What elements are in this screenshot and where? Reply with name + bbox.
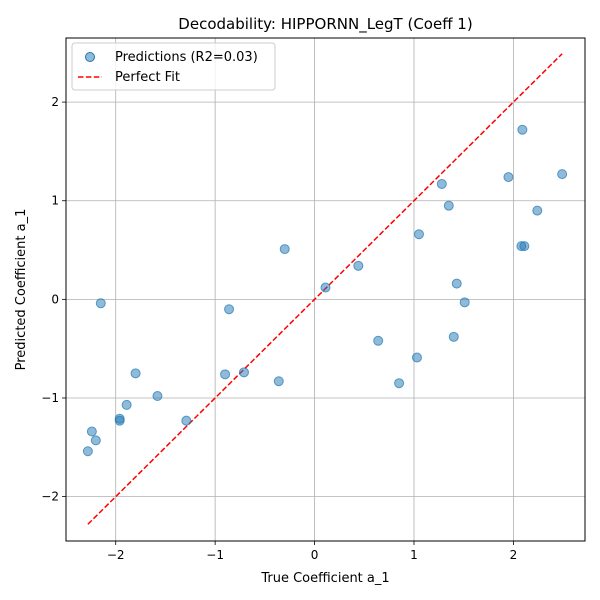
grid-layer bbox=[66, 38, 585, 541]
data-point bbox=[273, 376, 284, 387]
data-point bbox=[436, 178, 447, 189]
ticks-layer: −2 −1 0 1 2 −2 −1 0 1 2 bbox=[41, 95, 517, 562]
data-point bbox=[95, 298, 106, 309]
data-point bbox=[86, 426, 97, 437]
x-tick-label: 0 bbox=[311, 548, 319, 562]
x-tick-label: 1 bbox=[410, 548, 418, 562]
data-point bbox=[557, 169, 568, 180]
chart-title: Decodability: HIPPORNN_LegT (Coeff 1) bbox=[178, 15, 472, 34]
x-axis-label: True Coefficient a_1 bbox=[260, 571, 389, 586]
data-point bbox=[448, 331, 459, 342]
data-points-layer bbox=[82, 124, 568, 457]
data-point bbox=[411, 352, 422, 363]
data-point bbox=[519, 241, 530, 252]
data-point bbox=[532, 205, 543, 216]
y-axis-label: Predicted Coefficient a_1 bbox=[14, 209, 29, 371]
data-point bbox=[459, 297, 470, 308]
data-point bbox=[82, 446, 93, 457]
data-point bbox=[224, 304, 235, 315]
x-tick-label: 2 bbox=[510, 548, 518, 562]
data-point bbox=[503, 172, 514, 183]
data-point bbox=[394, 378, 405, 389]
y-tick-label: 1 bbox=[51, 194, 59, 208]
data-point bbox=[220, 369, 231, 380]
data-point bbox=[353, 260, 364, 271]
data-point bbox=[238, 367, 249, 378]
legend: Predictions (R2=0.03) Perfect Fit bbox=[71, 42, 276, 91]
legend-label-predictions: Predictions (R2=0.03) bbox=[115, 50, 258, 65]
legend-label-perfect-fit: Perfect Fit bbox=[115, 70, 180, 85]
data-point bbox=[152, 391, 163, 402]
data-point bbox=[114, 415, 125, 426]
legend-marker-predictions bbox=[85, 52, 95, 62]
data-point bbox=[413, 229, 424, 240]
y-tick-label: −2 bbox=[41, 490, 59, 504]
data-point bbox=[130, 368, 141, 379]
y-tick-label: 2 bbox=[51, 95, 59, 109]
plot-frame bbox=[65, 37, 586, 542]
data-point bbox=[373, 335, 384, 346]
legend-box bbox=[71, 42, 276, 91]
data-point bbox=[279, 244, 290, 255]
data-point bbox=[90, 435, 101, 446]
data-point bbox=[181, 415, 192, 426]
x-tick-label: −1 bbox=[206, 548, 224, 562]
y-tick-label: 0 bbox=[51, 292, 59, 306]
data-point bbox=[451, 278, 462, 289]
data-point bbox=[320, 282, 331, 293]
data-point bbox=[121, 399, 132, 410]
data-point bbox=[443, 200, 454, 211]
x-tick-label: −2 bbox=[107, 548, 125, 562]
data-point bbox=[517, 124, 528, 135]
y-tick-label: −1 bbox=[41, 391, 59, 405]
